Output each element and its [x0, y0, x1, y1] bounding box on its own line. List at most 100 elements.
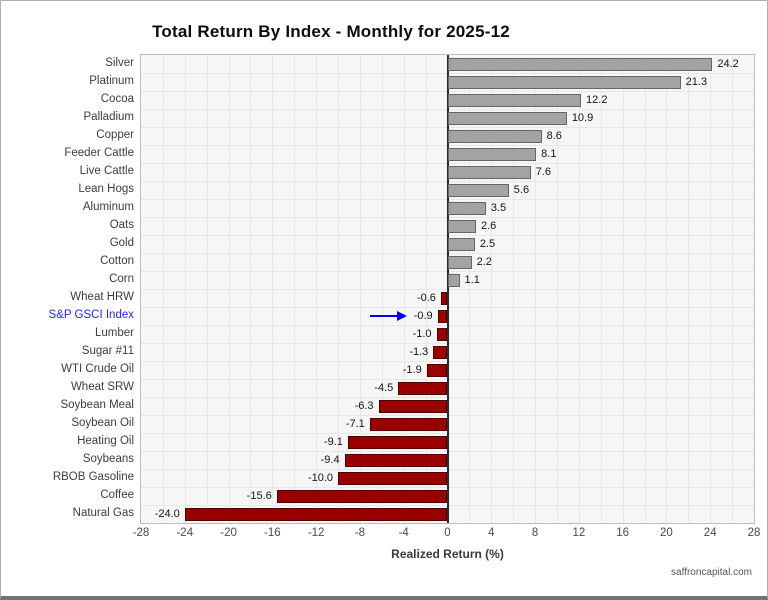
- y-axis-label: Lumber: [95, 327, 134, 339]
- y-axis-label: Feeder Cattle: [64, 147, 134, 159]
- y-axis-label: Copper: [96, 129, 134, 141]
- value-label: 10.9: [571, 111, 594, 124]
- y-axis-label: Silver: [105, 57, 134, 69]
- plot-area: 24.2 21.3 12.2 10.9 8.6 8.1 7.6 5.6 3.5 2.6 2.5 2.2…: [140, 54, 755, 524]
- value-label: -0.6: [416, 291, 436, 304]
- y-axis-label: Cotton: [100, 255, 134, 267]
- y-axis-label: Corn: [109, 273, 134, 285]
- y-axis-label: Oats: [109, 219, 134, 231]
- bar: [344, 453, 448, 467]
- chart-title: Total Return By Index - Monthly for 2025…: [152, 22, 510, 41]
- bar: [440, 291, 448, 305]
- bar: [447, 219, 476, 233]
- value-label: -15.6: [246, 489, 272, 502]
- bar: [447, 165, 531, 179]
- x-axis-title: Realized Return (%): [391, 547, 504, 561]
- x-tick-label: 8: [531, 527, 539, 539]
- watermark: saffroncapital.com: [671, 567, 752, 578]
- value-label: -1.0: [412, 327, 432, 340]
- value-label: 24.2: [717, 57, 739, 70]
- y-axis-label: Soybean Meal: [60, 399, 134, 411]
- x-tick-label: 20: [660, 527, 673, 539]
- y-axis-label: Coffee: [100, 489, 134, 501]
- y-axis-label: Live Cattle: [79, 165, 134, 177]
- value-label: -7.1: [345, 417, 365, 430]
- bar: [447, 75, 681, 89]
- x-tick-label: -24: [176, 527, 194, 539]
- value-label: -4.5: [374, 381, 394, 394]
- y-axis-label: S&P GSCI Index: [48, 309, 134, 321]
- y-axis-label: WTI Crude Oil: [61, 363, 134, 375]
- bar: [398, 381, 448, 395]
- bar: [447, 201, 486, 215]
- y-axis-label: Soybean Oil: [71, 417, 134, 429]
- x-tick-label: -8: [354, 527, 366, 539]
- y-axis-label: Wheat HRW: [70, 291, 134, 303]
- value-label: 5.6: [513, 183, 530, 196]
- value-label: -10.0: [307, 471, 334, 484]
- zero-axis-line: [446, 55, 449, 523]
- bar: [447, 237, 475, 251]
- y-axis-label: Soybeans: [82, 453, 134, 465]
- x-tick-label: -4: [398, 527, 409, 539]
- value-label: -1.3: [409, 345, 429, 358]
- value-label: -24.0: [154, 507, 180, 520]
- value-label: 8.1: [541, 147, 557, 160]
- bar: [378, 399, 448, 413]
- y-axis-label: Wheat SRW: [70, 381, 134, 393]
- y-axis-label: Lean Hogs: [78, 183, 134, 195]
- y-axis-label: Gold: [109, 237, 134, 249]
- bar: [426, 363, 448, 377]
- y-axis-label: Platinum: [89, 75, 134, 87]
- y-axis-label: Aluminum: [82, 201, 134, 213]
- y-axis-label: Sugar #11: [81, 345, 134, 357]
- value-label: 12.2: [586, 93, 608, 106]
- bar: [276, 489, 448, 503]
- x-tick-label: 16: [616, 527, 630, 539]
- value-label: 2.2: [476, 255, 492, 268]
- bar: [447, 183, 509, 197]
- bar: [184, 507, 448, 521]
- y-axis-label: Palladium: [83, 111, 135, 123]
- value-label: -0.9: [413, 309, 433, 322]
- value-label: 1.1: [464, 273, 480, 286]
- value-label: 8.6: [546, 129, 562, 142]
- bar: [447, 129, 542, 143]
- value-label: 3.5: [490, 201, 507, 214]
- bar: [433, 345, 448, 359]
- bar: [447, 111, 567, 125]
- x-tick-label: 24: [703, 527, 717, 539]
- bar: [436, 327, 448, 341]
- highlight-arrow-icon: [368, 309, 408, 327]
- bar: [447, 57, 713, 71]
- value-label: 7.6: [535, 165, 551, 178]
- value-label: 2.5: [479, 237, 496, 250]
- bar: [447, 93, 582, 107]
- x-tick-label: 0: [444, 527, 451, 539]
- x-tick-label: 28: [747, 527, 761, 539]
- value-label: -9.4: [320, 453, 340, 466]
- value-label: 2.6: [480, 219, 497, 232]
- y-axis-label: Heating Oil: [77, 435, 134, 447]
- y-axis-label: RBOB Gasoline: [52, 471, 134, 483]
- y-axis-label: Cocoa: [100, 93, 134, 105]
- x-tick-label: -12: [307, 527, 325, 539]
- bar: [447, 147, 537, 161]
- value-label: -6.3: [354, 399, 374, 412]
- bar: [447, 255, 472, 269]
- bar: [369, 417, 448, 431]
- value-label: 21.3: [685, 75, 708, 88]
- bar: [437, 309, 448, 323]
- x-tick-label: -20: [220, 527, 237, 539]
- x-tick-label: 4: [488, 527, 495, 539]
- value-label: -9.1: [323, 435, 343, 448]
- x-tick-label: 12: [572, 527, 586, 539]
- value-label: -1.9: [402, 363, 422, 376]
- y-axis-label: Natural Gas: [72, 507, 134, 519]
- x-tick-label: -28: [132, 527, 150, 539]
- bar: [338, 471, 448, 485]
- x-tick-label: -16: [264, 527, 281, 539]
- bar: [447, 273, 460, 287]
- bar: [347, 435, 448, 449]
